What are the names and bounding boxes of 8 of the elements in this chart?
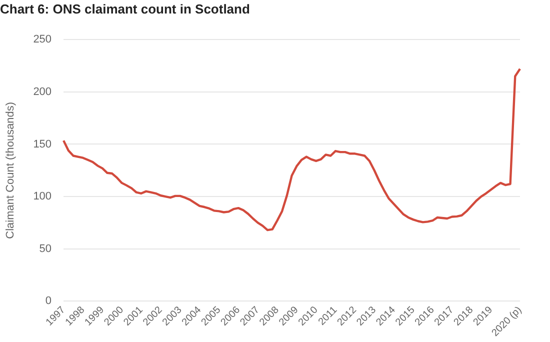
y-tick-label: 0	[45, 295, 52, 308]
y-tick-label: 50	[39, 242, 52, 255]
y-tick-label: 100	[33, 190, 52, 203]
y-tick-label: 150	[33, 138, 52, 150]
y-axis-title: Claimant Count (thousands)	[4, 102, 17, 239]
chart-title: Chart 6: ONS claimant count in Scotland	[0, 1, 250, 16]
y-tick-label: 200	[33, 86, 52, 98]
y-tick-label: 250	[33, 34, 52, 46]
